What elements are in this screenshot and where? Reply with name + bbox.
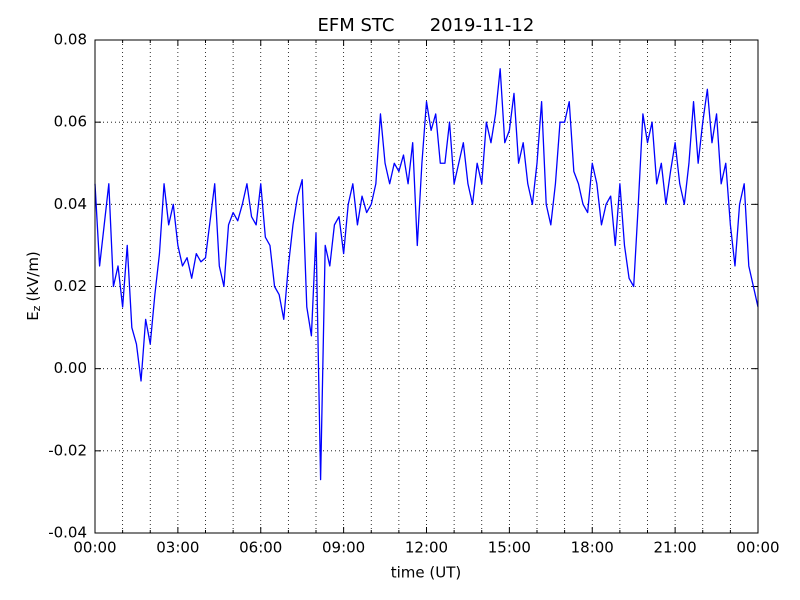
y-label-main: E	[24, 311, 42, 320]
plot-frame	[94, 39, 759, 534]
x-tick-label: 15:00	[488, 539, 531, 557]
x-tick-label: 00:00	[736, 539, 779, 557]
y-label-sub: z	[30, 305, 43, 311]
y-axis-label: Ez (kV/m)	[24, 251, 44, 321]
y-tick-label: 0.00	[54, 359, 87, 377]
x-tick-label: 06:00	[239, 539, 282, 557]
x-tick-label: 03:00	[156, 539, 199, 557]
chart-title: EFM STC	[318, 15, 395, 36]
x-tick-label: 18:00	[571, 539, 614, 557]
y-tick-label: 0.02	[54, 277, 87, 295]
y-tick-label: 0.04	[54, 195, 87, 213]
y-tick-label: 0.08	[54, 31, 87, 49]
x-tick-label: 00:00	[73, 539, 116, 557]
y-tick-label: 0.06	[54, 113, 87, 131]
x-tick-label: 12:00	[405, 539, 448, 557]
data-line	[94, 68, 759, 481]
chart-date: 2019-11-12	[430, 15, 535, 36]
x-tick-label: 09:00	[322, 539, 365, 557]
x-tick-label: 21:00	[654, 539, 697, 557]
x-axis-label: time (UT)	[391, 564, 462, 582]
y-tick-label: -0.04	[48, 524, 87, 542]
y-tick-label: -0.02	[48, 441, 87, 459]
y-label-unit: (kV/m)	[24, 251, 42, 301]
